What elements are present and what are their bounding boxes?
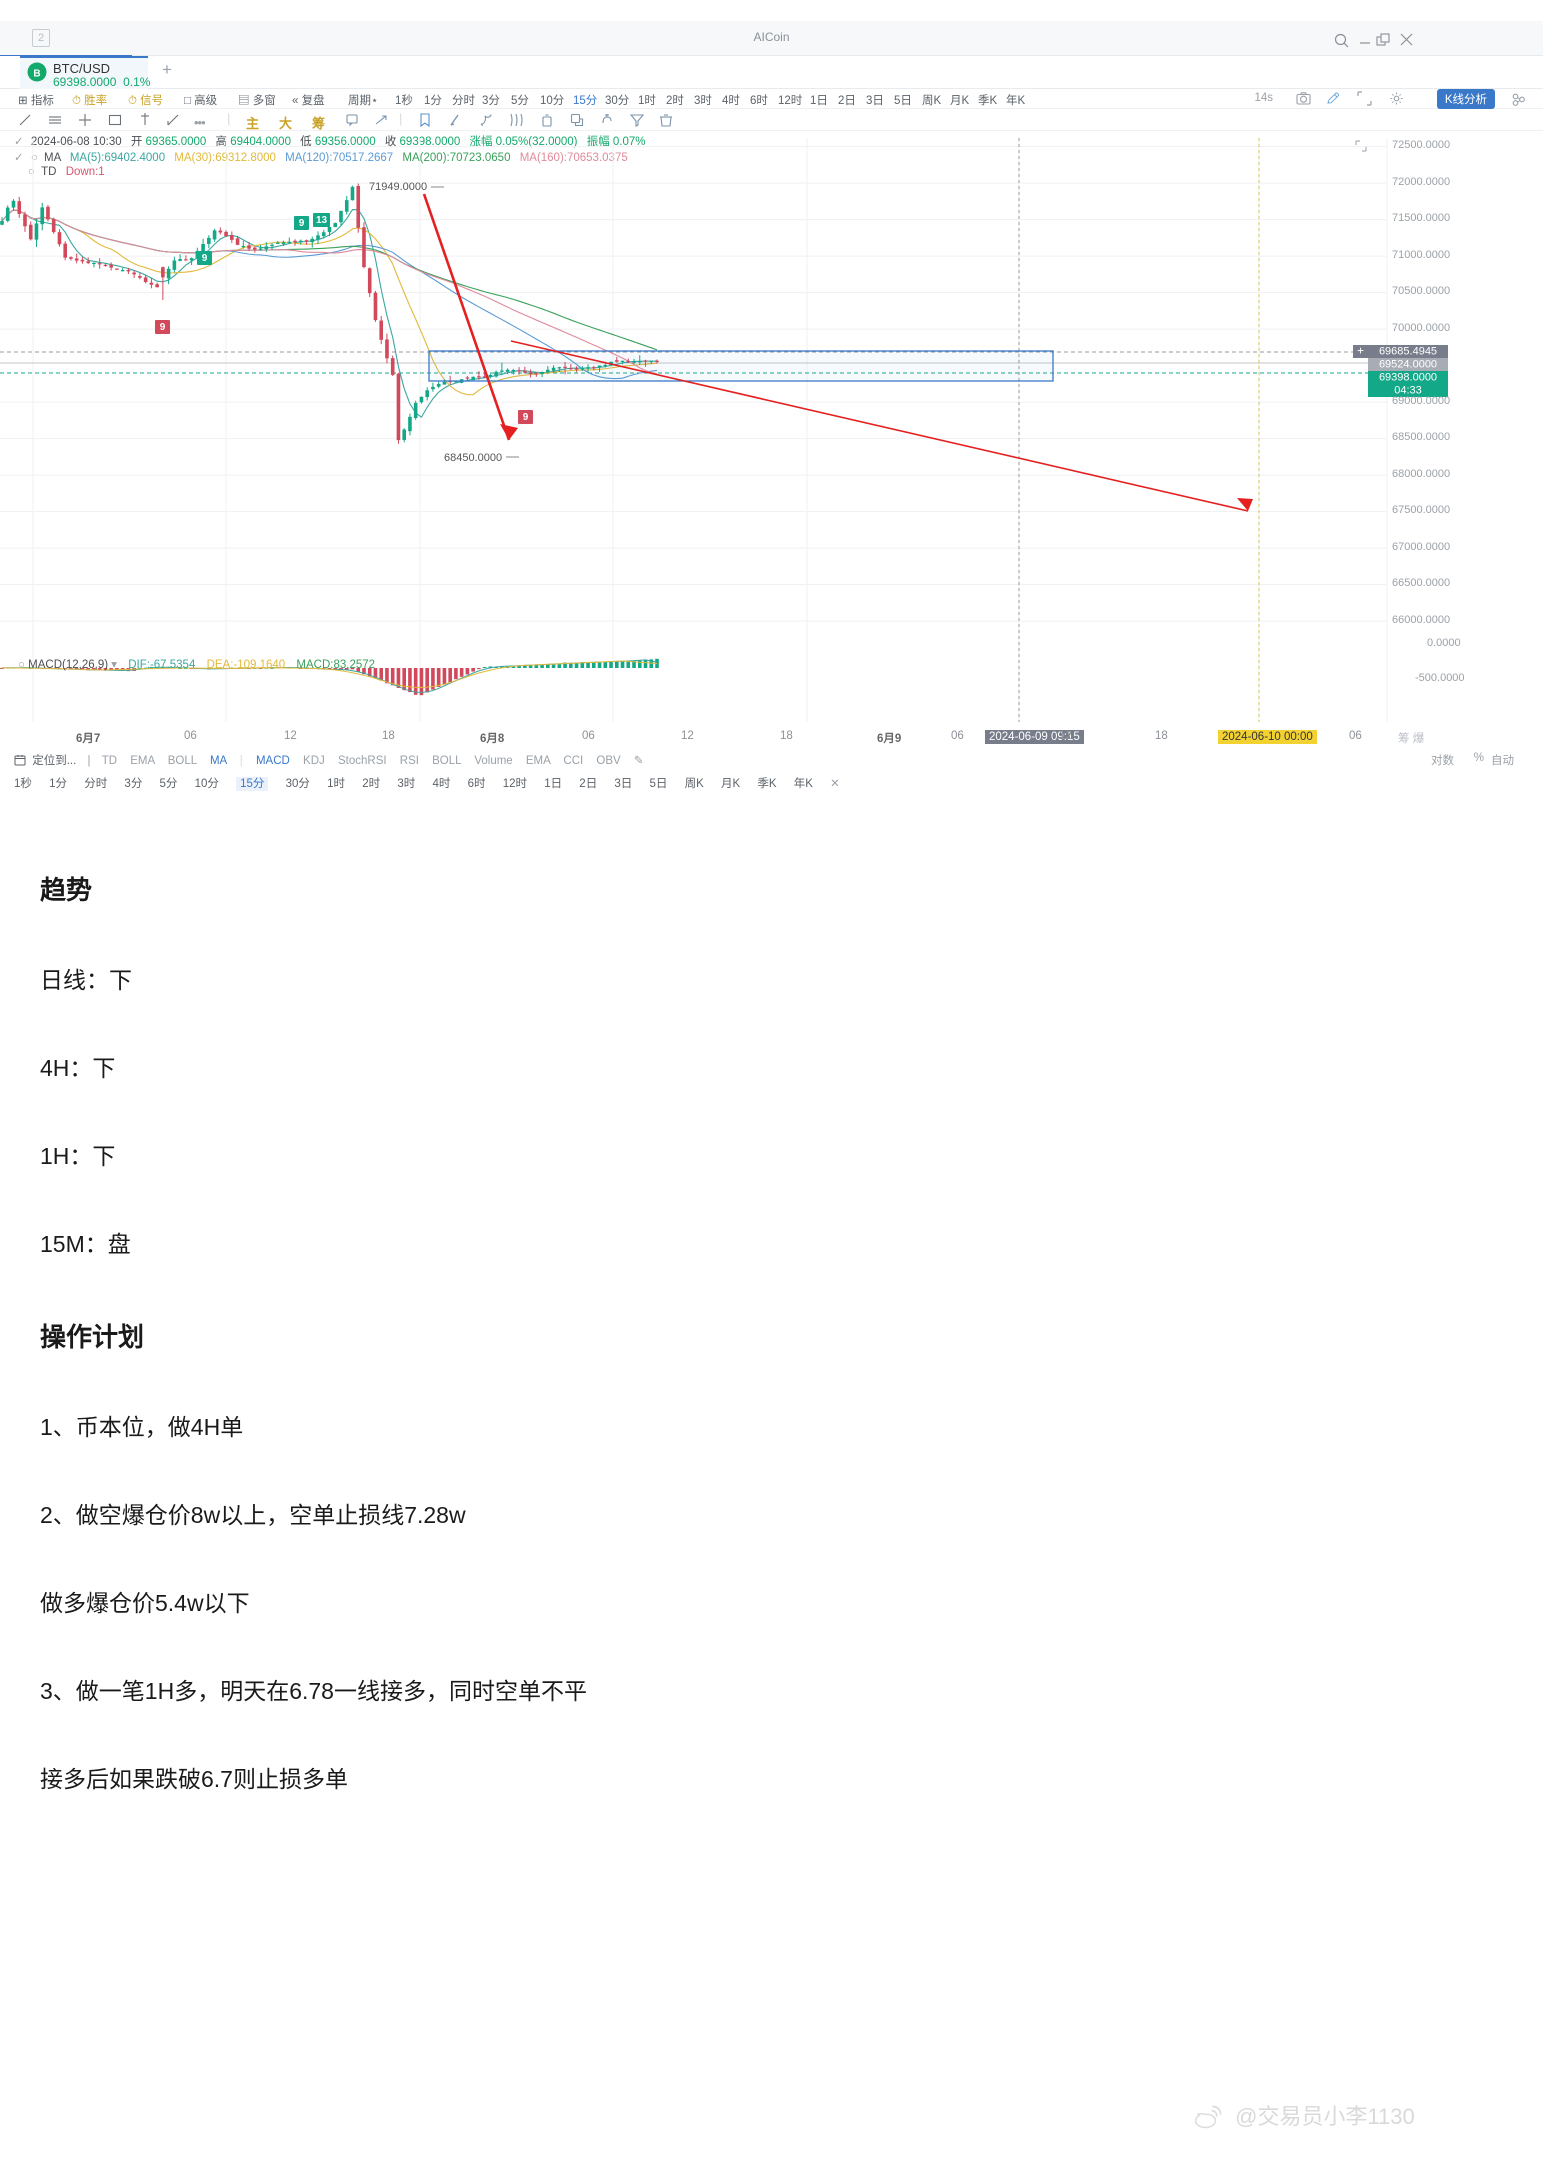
svg-text:13: 13 [316,215,328,226]
svg-text:9: 9 [160,322,166,333]
svg-text:+: + [1357,344,1364,358]
svg-text:9: 9 [299,218,305,229]
svg-text:9: 9 [523,412,529,423]
svg-text:9: 9 [202,253,208,264]
svg-text:71949.0000: 71949.0000 [369,181,427,193]
svg-text:68450.0000: 68450.0000 [444,452,502,464]
